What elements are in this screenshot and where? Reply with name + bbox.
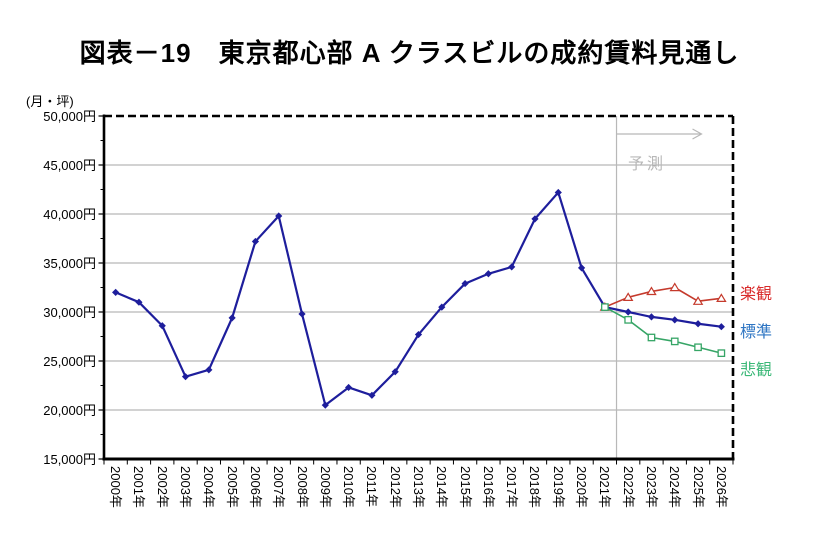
data-point-marker (577, 264, 586, 272)
data-point-marker (692, 296, 704, 305)
x-axis-label: 2013年 (411, 466, 426, 508)
x-axis-label: 2006年 (247, 466, 263, 508)
data-point-marker (438, 303, 446, 311)
data-point-marker (181, 373, 190, 381)
forecast-label: 予測 (628, 156, 667, 173)
data-point-marker (717, 349, 726, 358)
x-axis-label: 2021年 (597, 466, 613, 508)
y-axis-unit-label: (月・坪) (26, 94, 74, 109)
x-axis-label: 2011年 (364, 466, 380, 507)
legend-label-standard: 標準 (740, 324, 773, 341)
x-axis-label: 2012年 (387, 466, 403, 508)
forecast-arrow-head (692, 128, 703, 140)
data-point-marker (391, 368, 399, 376)
legend-label-pessimistic: 悲観 (740, 362, 773, 379)
y-axis-label: 20,000円 (43, 402, 96, 418)
x-axis-label: 2019年 (550, 466, 566, 508)
data-point-marker (694, 343, 702, 352)
x-axis-label: 2014年 (434, 466, 450, 508)
data-point-marker (135, 298, 143, 306)
data-point-marker (717, 323, 725, 331)
data-point-marker (484, 270, 492, 278)
data-point-marker (414, 330, 423, 339)
x-axis-label: 2016年 (480, 466, 496, 508)
data-point-marker (671, 316, 679, 324)
data-point-marker (112, 288, 120, 296)
chart-title: 図表－19 東京都心部 A クラスビルの成約賃料見通し (79, 38, 740, 68)
data-point-marker (368, 391, 376, 399)
y-axis-label: 25,000円 (43, 353, 96, 369)
y-axis-label: 30,000円 (43, 304, 96, 320)
data-point-marker (624, 308, 632, 316)
data-point-marker (228, 314, 236, 322)
x-axis-label: 2020年 (574, 466, 590, 508)
series-line-pessimistic (604, 306, 722, 354)
data-point-marker (624, 315, 633, 324)
x-axis-label: 2001年 (131, 466, 147, 508)
x-axis-label: 2010年 (341, 466, 357, 508)
x-axis-label: 2004年 (201, 466, 217, 508)
x-axis-label: 2015年 (457, 466, 473, 508)
x-axis-label: 2005年 (224, 466, 240, 508)
x-axis-label: 2025年 (690, 466, 706, 508)
x-axis-label: 2017年 (504, 466, 520, 508)
legend-label-optimistic: 楽観 (740, 286, 773, 303)
y-axis-label: 40,000円 (43, 206, 96, 222)
data-point-marker (251, 237, 260, 246)
data-point-marker (716, 293, 727, 302)
data-point-marker (461, 279, 469, 288)
series-line-standard (604, 306, 722, 328)
y-axis-label: 15,000円 (43, 451, 96, 467)
y-axis-label: 35,000円 (43, 255, 96, 271)
x-axis-label: 2023年 (643, 466, 659, 508)
x-axis-label: 2018年 (527, 466, 543, 508)
data-point-marker (647, 313, 656, 321)
y-axis-label: 50,000円 (43, 108, 96, 124)
x-axis-label: 2003年 (178, 466, 194, 508)
data-point-marker (321, 401, 329, 409)
data-point-marker (622, 292, 634, 301)
x-axis-label: 2000年 (108, 466, 124, 508)
data-point-marker (669, 282, 681, 292)
data-point-marker (646, 286, 657, 296)
x-axis-label: 2008年 (294, 466, 310, 508)
x-axis-label: 2002年 (154, 466, 170, 508)
data-point-marker (554, 188, 562, 197)
data-point-marker (670, 337, 679, 346)
x-axis-label: 2022年 (620, 466, 636, 508)
data-point-marker (275, 212, 283, 220)
series-line-actual (115, 191, 606, 407)
data-point-marker (531, 215, 539, 223)
y-axis-label: 45,000円 (43, 157, 96, 173)
data-point-marker (345, 383, 353, 392)
data-point-marker (601, 303, 609, 311)
x-axis-label: 2024年 (667, 466, 683, 508)
x-axis-label: 2007年 (271, 466, 287, 508)
x-axis-label: 2026年 (713, 466, 729, 508)
series-line-optimistic (604, 286, 722, 308)
data-point-marker (508, 263, 516, 271)
data-point-marker (158, 322, 166, 330)
data-point-marker (205, 366, 213, 374)
data-point-marker (298, 310, 306, 318)
data-point-marker (647, 333, 656, 342)
data-point-marker (694, 320, 702, 328)
x-axis-label: 2009年 (317, 466, 333, 508)
